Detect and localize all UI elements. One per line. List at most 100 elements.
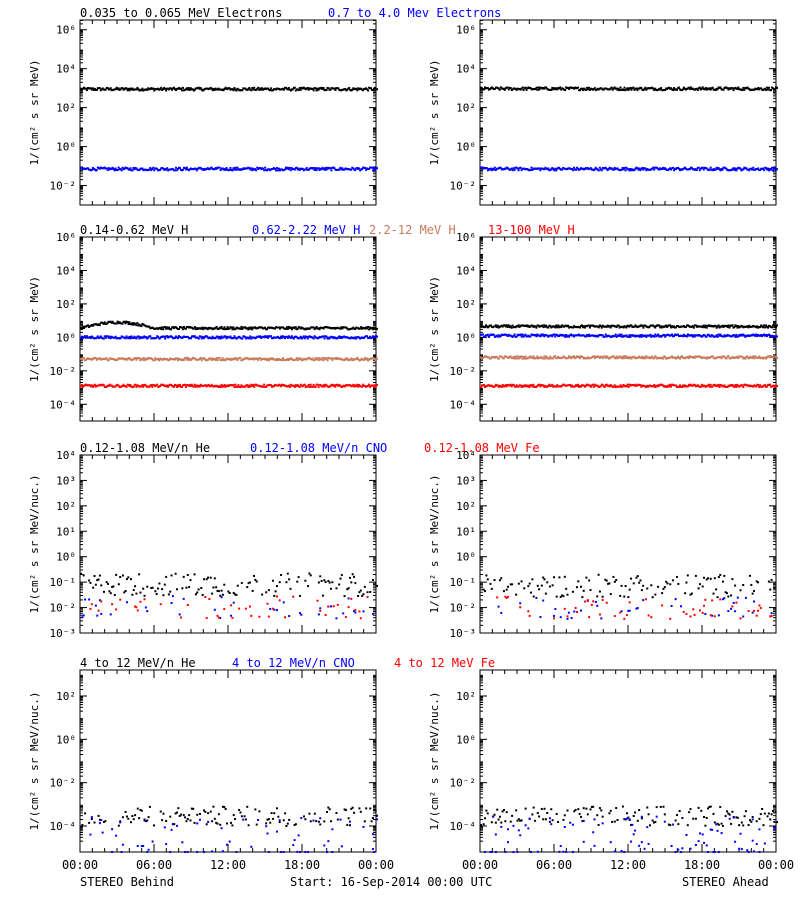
data-point xyxy=(618,385,621,388)
data-point xyxy=(352,167,355,170)
data-point xyxy=(557,355,560,358)
data-point xyxy=(600,355,603,358)
data-point xyxy=(347,587,350,590)
data-point xyxy=(652,87,655,90)
data-point xyxy=(299,335,302,338)
data-point xyxy=(220,596,223,599)
data-point xyxy=(80,328,83,331)
data-point xyxy=(319,609,322,612)
data-point xyxy=(735,169,738,172)
data-point xyxy=(759,326,762,329)
data-point xyxy=(535,335,538,338)
data-point xyxy=(341,385,344,388)
data-point xyxy=(288,386,291,389)
data-point xyxy=(122,383,125,386)
data-point xyxy=(121,322,124,325)
data-point xyxy=(676,88,679,91)
data-point xyxy=(514,385,517,388)
y-tick-label: 10⁻² xyxy=(450,602,477,615)
data-point xyxy=(189,87,192,90)
data-point xyxy=(754,355,757,358)
y-axis-label: 1/(cm² s sr MeV) xyxy=(428,276,441,382)
data-point xyxy=(274,167,277,170)
data-point xyxy=(735,324,738,327)
data-point xyxy=(256,87,259,90)
data-point xyxy=(596,384,599,387)
data-point xyxy=(623,355,626,358)
data-point xyxy=(135,88,138,91)
data-point xyxy=(234,593,237,596)
data-point xyxy=(177,384,180,387)
data-point xyxy=(560,88,563,91)
data-point xyxy=(721,168,724,171)
data-point xyxy=(725,357,728,360)
data-point xyxy=(93,575,96,578)
data-point xyxy=(573,166,576,169)
data-point xyxy=(717,167,720,170)
data-point xyxy=(511,357,514,360)
data-point xyxy=(185,87,188,90)
data-point xyxy=(266,169,269,172)
data-point xyxy=(616,88,619,91)
data-point xyxy=(284,616,287,619)
data-point xyxy=(189,579,192,582)
y-tick-label: 10² xyxy=(56,102,76,115)
data-point xyxy=(682,385,685,388)
y-tick-label: 10⁻³ xyxy=(50,627,77,640)
data-point xyxy=(133,168,136,171)
data-point xyxy=(86,167,89,170)
data-point xyxy=(335,617,338,620)
data-point xyxy=(354,608,357,611)
data-point xyxy=(520,386,523,389)
data-point xyxy=(703,334,706,337)
data-point xyxy=(301,336,304,339)
data-point xyxy=(273,594,276,597)
data-point xyxy=(510,326,513,329)
data-point xyxy=(275,609,278,612)
data-point xyxy=(621,335,624,338)
data-point xyxy=(247,328,250,331)
y-tick-label: 10⁰ xyxy=(56,141,76,154)
data-point xyxy=(564,89,567,92)
data-point xyxy=(731,383,734,386)
data-point xyxy=(184,386,187,389)
data-point xyxy=(170,87,173,90)
data-point xyxy=(234,383,237,386)
data-point xyxy=(284,166,287,169)
data-point xyxy=(251,87,254,90)
data-point xyxy=(492,168,495,171)
data-point xyxy=(354,328,357,331)
data-point xyxy=(528,386,531,389)
data-point xyxy=(701,166,704,169)
data-point xyxy=(88,335,91,338)
data-point xyxy=(157,335,160,338)
data-point xyxy=(80,383,83,386)
data-point xyxy=(109,320,112,323)
data-point xyxy=(605,383,608,386)
data-point xyxy=(561,384,564,387)
data-point xyxy=(286,327,289,330)
data-point xyxy=(584,384,587,387)
data-point xyxy=(135,167,138,170)
data-point xyxy=(175,384,178,387)
data-point xyxy=(526,357,529,360)
data-point xyxy=(717,324,720,327)
data-point xyxy=(320,579,323,582)
data-point xyxy=(100,612,103,615)
data-point xyxy=(773,384,776,387)
data-point xyxy=(320,86,323,89)
data-point xyxy=(92,384,95,387)
data-point xyxy=(568,355,571,358)
data-point xyxy=(556,326,559,329)
data-point xyxy=(322,359,325,362)
data-point xyxy=(627,89,630,92)
data-point xyxy=(99,335,102,338)
data-point xyxy=(329,88,332,91)
data-point xyxy=(357,358,360,361)
data-point xyxy=(296,580,299,583)
data-point xyxy=(160,86,163,89)
data-point xyxy=(626,383,629,386)
data-point xyxy=(199,335,202,338)
data-point xyxy=(341,327,344,330)
data-point xyxy=(572,326,575,329)
